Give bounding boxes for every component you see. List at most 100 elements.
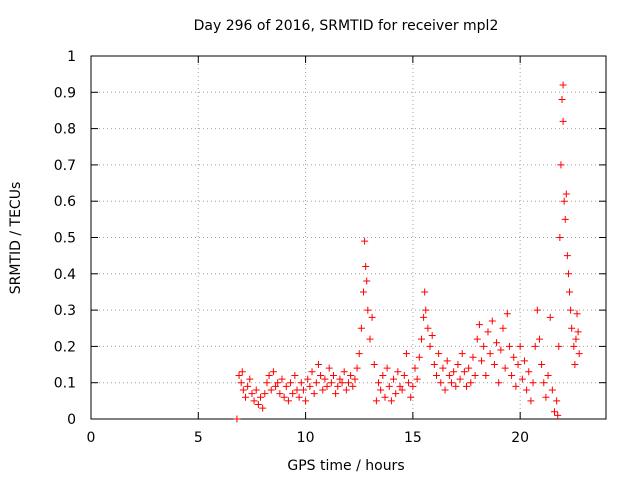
data-point	[501, 364, 509, 372]
data-point	[400, 371, 408, 379]
data-point	[564, 270, 572, 278]
data-point	[557, 161, 565, 169]
x-axis-label: GPS time / hours	[287, 458, 404, 474]
data-point	[478, 357, 486, 365]
data-point	[355, 350, 363, 358]
data-point	[571, 361, 579, 369]
data-point	[351, 375, 359, 383]
data-point	[246, 375, 254, 383]
data-point	[493, 339, 501, 347]
data-point	[398, 386, 406, 394]
data-point	[484, 328, 492, 336]
data-point	[368, 313, 376, 321]
data-point	[443, 357, 451, 365]
data-point	[302, 397, 310, 405]
data-point	[544, 371, 552, 379]
axis-ticks: 00.10.20.30.40.50.60.70.80.910 5 10 15 20	[54, 49, 606, 446]
data-point	[456, 375, 464, 383]
data-point	[426, 342, 434, 350]
data-point	[269, 368, 277, 376]
data-point	[520, 357, 528, 365]
data-point	[325, 364, 333, 372]
data-point	[396, 382, 404, 390]
data-point	[372, 397, 380, 405]
data-point	[323, 382, 331, 390]
data-point	[529, 379, 537, 387]
data-point	[499, 324, 507, 332]
data-point	[282, 382, 290, 390]
data-point	[463, 382, 471, 390]
data-point	[411, 364, 419, 372]
data-point	[317, 371, 325, 379]
data-point	[289, 390, 297, 398]
data-point	[278, 375, 286, 383]
data-point	[473, 335, 481, 343]
data-point	[332, 390, 340, 398]
data-point	[570, 342, 578, 350]
data-point	[573, 310, 581, 318]
data-point	[512, 382, 520, 390]
data-point	[559, 117, 567, 125]
data-point	[353, 364, 361, 372]
data-point	[340, 368, 348, 376]
data-point	[329, 371, 337, 379]
data-point	[518, 375, 526, 383]
x-tick-label: 10	[297, 430, 315, 446]
data-point	[252, 386, 260, 394]
data-point	[441, 386, 449, 394]
data-point	[430, 361, 438, 369]
y-axis-label: SRMTID / TECUs	[8, 182, 24, 295]
data-point	[244, 382, 252, 390]
x-tick-label: 20	[511, 430, 529, 446]
x-tick-label: 0	[87, 430, 96, 446]
data-point	[475, 321, 483, 329]
data-point	[497, 346, 505, 354]
data-point	[299, 386, 307, 394]
data-point	[450, 368, 458, 376]
data-point	[505, 342, 513, 350]
data-point	[239, 386, 247, 394]
y-tick-label: 0.8	[54, 122, 76, 138]
data-point	[563, 252, 571, 260]
chart-title: Day 296 of 2016, SRMTID for receiver mpl…	[194, 18, 499, 34]
data-point	[428, 332, 436, 340]
data-point	[284, 397, 292, 405]
y-tick-label: 1	[67, 49, 76, 65]
data-point	[235, 371, 243, 379]
data-point	[546, 313, 554, 321]
y-tick-label: 0.5	[54, 231, 76, 247]
data-point	[510, 353, 518, 361]
data-point	[467, 379, 475, 387]
data-point	[272, 382, 280, 390]
data-point	[435, 350, 443, 358]
data-point	[567, 306, 575, 314]
data-point	[558, 96, 566, 104]
data-point	[460, 368, 468, 376]
data-point	[556, 234, 564, 241]
data-point	[263, 379, 271, 387]
data-point	[486, 350, 494, 358]
data-point	[370, 361, 378, 369]
data-point	[265, 371, 273, 379]
data-point	[540, 379, 548, 387]
data-point	[342, 386, 350, 394]
data-point	[242, 393, 249, 401]
data-point	[257, 393, 265, 401]
data-point	[248, 390, 256, 398]
data-point	[402, 350, 410, 358]
data-point	[488, 317, 496, 325]
y-tick-label: 0.1	[54, 376, 76, 392]
data-point	[452, 382, 460, 390]
data-point	[560, 197, 568, 205]
data-point	[334, 382, 342, 390]
data-point	[280, 393, 288, 401]
data-point	[525, 368, 533, 376]
data-point	[445, 371, 453, 379]
data-point	[363, 277, 371, 285]
data-point	[551, 408, 558, 416]
y-tick-label: 0.2	[54, 339, 76, 355]
data-point	[319, 386, 327, 394]
data-point	[308, 368, 316, 376]
data-point	[437, 379, 445, 387]
